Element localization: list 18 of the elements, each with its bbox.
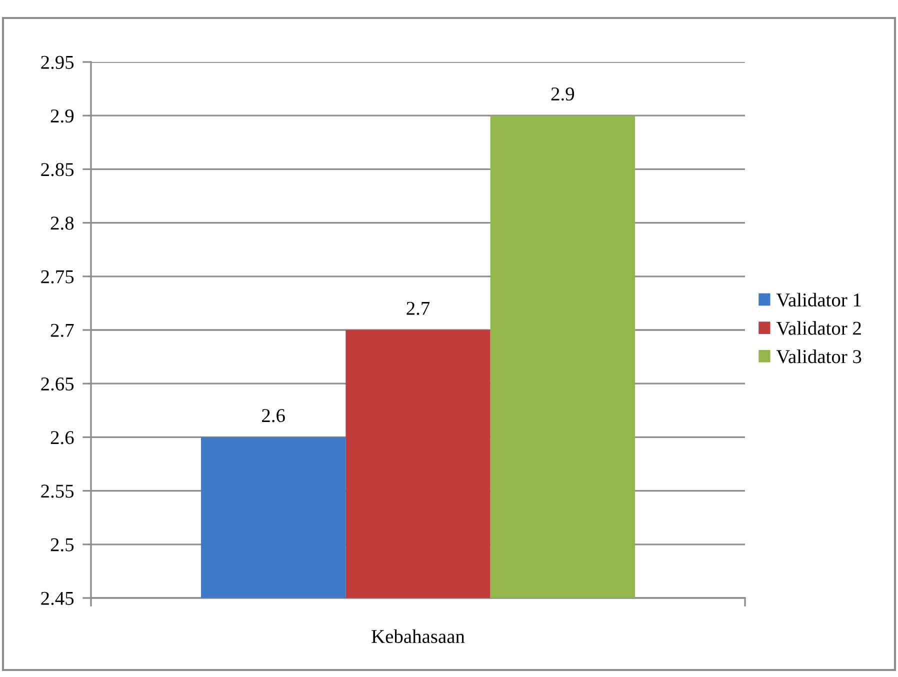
y-tick-label: 2.7 bbox=[50, 324, 74, 338]
y-tick-label: 2.8 bbox=[50, 216, 74, 230]
y-tick-label: 2.75 bbox=[41, 270, 74, 284]
y-tick-label: 2.6 bbox=[50, 431, 74, 444]
y-tick-label: 2.65 bbox=[41, 377, 74, 391]
y-tick-label: 2.95 bbox=[41, 56, 74, 70]
y-tick-label: 2.45 bbox=[41, 592, 74, 606]
x-tick-label: Kebahasaan bbox=[372, 629, 465, 644]
y-tick-label: 2.85 bbox=[41, 163, 74, 176]
y-tick-label: 2.55 bbox=[41, 484, 74, 498]
y-tick-label: 2.9 bbox=[50, 109, 74, 123]
y-tick-label: 2.5 bbox=[50, 538, 74, 552]
data-label: 2.9 bbox=[551, 87, 574, 101]
legend-label: Validator 2 bbox=[776, 321, 861, 335]
data-label: 2.7 bbox=[406, 302, 430, 316]
legend-label: Validator 1 bbox=[776, 292, 861, 307]
legend-label: Validator 3 bbox=[776, 350, 862, 364]
data-label: 2.6 bbox=[262, 409, 285, 422]
